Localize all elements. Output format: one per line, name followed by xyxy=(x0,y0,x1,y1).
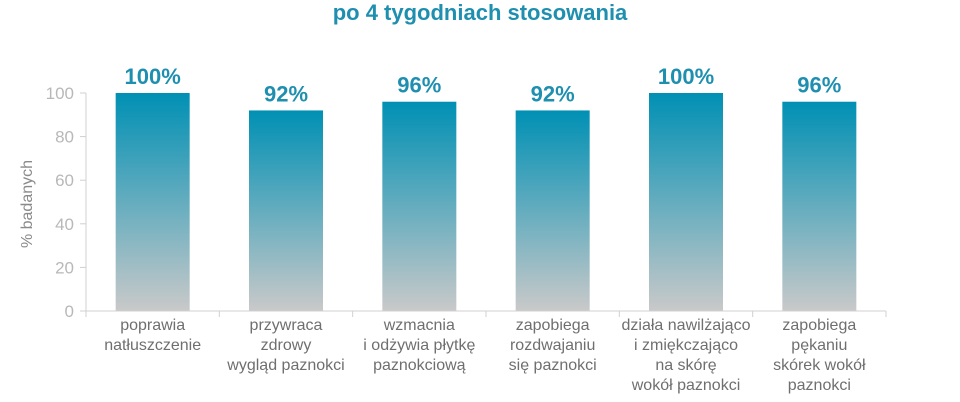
data-label: 100% xyxy=(658,64,714,89)
bar xyxy=(782,101,857,311)
bar xyxy=(382,101,457,311)
category-label: zapobiega rozdwajaniu się paznokci xyxy=(509,317,597,374)
data-label: 92% xyxy=(264,81,308,106)
y-tick-label: 100 xyxy=(46,84,74,103)
data-label: 96% xyxy=(797,73,841,98)
data-label: 92% xyxy=(531,81,575,106)
category-label: działa nawilżająco i zmiękczająco na skórę… xyxy=(622,317,751,394)
bar xyxy=(515,110,590,311)
data-label: 100% xyxy=(125,64,181,89)
bar xyxy=(115,93,190,311)
category-label: poprawia natłuszczenie xyxy=(104,317,201,354)
chart-title: po 4 tygodniach stosowania xyxy=(333,0,628,25)
x-axis: poprawia natłuszczenie przywraca zdrowy wygl… xyxy=(85,310,887,394)
y-axis: 0 20 40 60 80 100 xyxy=(46,84,87,321)
category-label: zapobiega pękaniu skórek wokół paznokci xyxy=(773,317,866,394)
bars: 100% 92% 96% 92% 100% 96% xyxy=(115,64,857,311)
category-label: przywraca zdrowy wygląd paznokci xyxy=(226,317,344,374)
y-tick-label: 60 xyxy=(55,171,74,190)
y-tick-label: 80 xyxy=(55,128,74,147)
bar xyxy=(249,110,323,311)
data-label: 96% xyxy=(397,73,441,98)
category-label: wzmacnia i odżywia płytkę paznokciową xyxy=(363,317,475,374)
y-tick-label: 20 xyxy=(55,258,74,277)
y-tick-label: 0 xyxy=(65,302,74,321)
y-tick-label: 40 xyxy=(55,215,74,234)
bar xyxy=(649,93,723,311)
y-axis-label: % badanych xyxy=(19,160,36,248)
